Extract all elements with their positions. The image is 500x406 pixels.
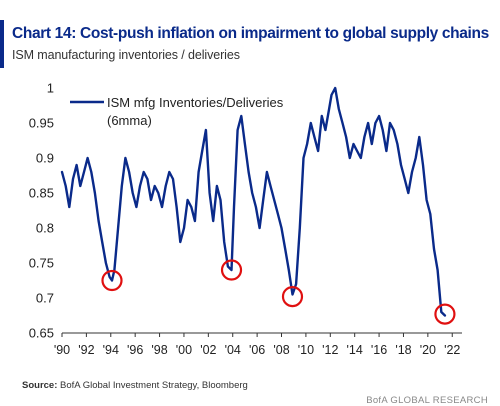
chart-title: Chart 14: Cost-push inflation on impairm…: [12, 25, 489, 42]
series-layer: [60, 86, 447, 317]
legend-label-suffix: (6mma): [107, 113, 152, 128]
y-tick-label: 0.7: [36, 291, 54, 306]
x-tick-label: '18: [395, 343, 411, 357]
x-tick-label: '90: [54, 343, 70, 357]
x-tick-label: '22: [444, 343, 460, 357]
trough-highlight-circle: [220, 259, 243, 281]
y-tick-label: 0.9: [36, 151, 54, 166]
research-credit: BofA GLOBAL RESEARCH: [366, 395, 488, 406]
source-label: Source:: [22, 380, 58, 391]
source-note: Source: BofA Global Investment Strategy,…: [22, 380, 248, 391]
y-tick-label: 0.8: [36, 221, 54, 236]
x-axis: '90 '92 '94 '96 '98 '00 '02 '04 '06 '08 '10 '12 '14 '…: [54, 332, 462, 357]
x-tick-label: '10: [298, 343, 314, 357]
y-tick-label: 0.95: [29, 116, 54, 131]
title-accent-bar: [0, 20, 4, 68]
x-tick-label: '04: [225, 343, 241, 357]
x-tick-label: '02: [200, 343, 216, 357]
series-line: [60, 86, 447, 317]
source-text: BofA Global Investment Strategy, Bloombe…: [60, 380, 248, 391]
x-tick-label: '00: [176, 343, 192, 357]
y-tick-label: 0.75: [29, 256, 54, 271]
x-tick-label: '92: [78, 343, 94, 357]
y-tick-label: 0.85: [29, 186, 54, 201]
x-tick-label: '14: [347, 343, 363, 357]
trough-highlight-circle: [281, 286, 304, 308]
x-tick-label: '96: [127, 343, 143, 357]
legend-label: ISM mfg Inventories/Deliveries: [107, 95, 284, 110]
y-tick-label: 0.65: [29, 326, 54, 341]
x-tick-label: '20: [420, 343, 436, 357]
x-tick-label: '08: [273, 343, 289, 357]
x-tick-label: '06: [249, 343, 265, 357]
x-tick-label: '94: [103, 343, 119, 357]
trough-highlight-circle: [101, 269, 123, 292]
x-tick-label: '16: [371, 343, 387, 357]
trough-highlight-circle: [434, 303, 456, 325]
x-tick-label: '12: [322, 343, 338, 357]
chart-subtitle: ISM manufacturing inventories / deliveri…: [12, 48, 240, 62]
y-axis: 0.65 0.7 0.75 0.8 0.85 0.9 0.95 1: [29, 81, 54, 341]
legend: ISM mfg Inventories/Deliveries (6mma): [70, 95, 284, 128]
x-tick-label: '98: [151, 343, 167, 357]
y-tick-label: 1: [47, 81, 54, 96]
highlight-layer: [101, 259, 456, 325]
